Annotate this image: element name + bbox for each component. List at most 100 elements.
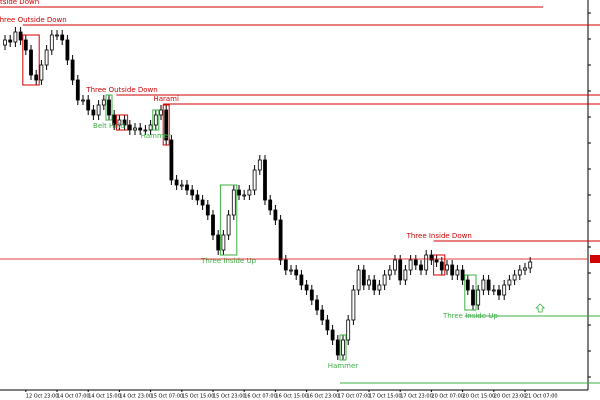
candle-body: [242, 194, 247, 197]
x-tick-label: 21 Oct 07:00: [525, 394, 558, 400]
pattern-box: [464, 274, 477, 311]
candle-body: [65, 39, 70, 61]
x-tick-label: 20 Oct 15:00: [463, 394, 496, 400]
candle-body: [216, 234, 221, 251]
candle-body: [179, 184, 184, 187]
candle-body: [450, 264, 455, 276]
pattern-box: [152, 109, 160, 131]
candle-body: [23, 39, 28, 51]
candle-body: [237, 189, 241, 196]
candle-body: [211, 214, 215, 236]
candle-body: [398, 259, 403, 281]
candle-body: [393, 259, 397, 271]
candle-body: [185, 184, 189, 191]
x-tick-label: 15 Oct 07:00: [151, 394, 184, 400]
candle-body: [507, 279, 512, 286]
pattern-label: tside Down: [0, 0, 39, 6]
pattern-box: [115, 114, 129, 131]
candle-body: [164, 109, 169, 141]
candle-body: [159, 109, 163, 116]
pattern-box: [339, 334, 347, 361]
pattern-label: Harami: [153, 95, 179, 103]
candle-body: [325, 319, 330, 331]
candle-body: [512, 274, 517, 281]
x-tick-label: 16 Oct 15:00: [275, 394, 308, 400]
candle-body: [195, 194, 200, 201]
pattern-box: [433, 254, 446, 276]
candle-body: [153, 114, 158, 126]
candle-body: [502, 284, 507, 296]
candle-body: [476, 289, 481, 306]
candle-body: [39, 64, 44, 81]
current-price-marker: [590, 255, 600, 263]
pattern-box: [105, 94, 113, 121]
candle-body: [486, 279, 491, 291]
candle-body: [3, 39, 7, 46]
candle-body: [351, 289, 356, 321]
candle-body: [138, 127, 143, 131]
candle-body: [107, 99, 111, 116]
x-tick-label: 20 Oct 07:00: [431, 394, 464, 400]
candle-body: [304, 284, 309, 291]
x-tick-label: 17 Oct 15:00: [369, 394, 402, 400]
pattern-label: Three Inside Up: [442, 312, 498, 320]
candle-body: [112, 114, 117, 126]
x-tick-label: 17 Oct 23:00: [400, 394, 433, 400]
candle-body: [523, 267, 527, 271]
candle-body: [528, 261, 533, 269]
candle-body: [408, 259, 413, 271]
x-tick-label: 15 Oct 15:00: [182, 394, 215, 400]
x-tick-label: 20 Oct 23:00: [494, 394, 527, 400]
x-tick-label: 14 Oct 07:00: [57, 394, 90, 400]
candle-body: [257, 159, 262, 171]
candle-body: [86, 99, 91, 111]
candle-body: [247, 189, 252, 196]
candle-body: [434, 259, 439, 263]
candle-body: [471, 289, 475, 306]
candle-body: [294, 269, 299, 276]
candle-body: [91, 109, 96, 116]
candle-body: [101, 99, 106, 106]
candle-body: [419, 264, 423, 271]
candle-body: [356, 269, 361, 291]
candle-body: [34, 74, 39, 81]
candle-body: [367, 279, 371, 286]
pattern-label: Three Inside Up: [200, 257, 256, 265]
candle-body: [273, 209, 278, 221]
candle-body: [346, 319, 351, 341]
pattern-label: Hammer: [328, 362, 358, 370]
candle-body: [497, 289, 501, 296]
candle-body: [424, 254, 429, 271]
x-tick-label: 14 Oct 15:00: [88, 394, 121, 400]
candle-body: [13, 31, 18, 43]
candle-body: [8, 39, 13, 43]
candle-body: [341, 339, 345, 356]
candle-body: [18, 31, 23, 41]
pattern-label: Three Inside Down: [406, 232, 472, 240]
candle-body: [387, 269, 392, 276]
candle-body: [44, 49, 49, 66]
candle-body: [96, 104, 101, 116]
pattern-box: [22, 34, 40, 86]
candle-body: [268, 199, 273, 211]
candle-body: [70, 59, 75, 81]
candle-body: [55, 34, 59, 37]
candle-body: [81, 99, 85, 102]
candle-body: [413, 259, 418, 266]
candle-body: [49, 34, 54, 51]
candle-body: [190, 189, 195, 196]
candle-body: [148, 124, 153, 131]
pattern-label: Three Outside Down: [0, 16, 67, 24]
pattern-label: Hammer: [141, 132, 171, 140]
candle-body: [377, 284, 382, 291]
candle-body: [403, 269, 408, 281]
candle-body: [226, 214, 231, 236]
candle-body: [289, 269, 293, 272]
candle-body: [133, 127, 137, 131]
candle-body: [309, 289, 314, 301]
pattern-label: Belt Hold: [93, 122, 125, 130]
candle-body: [445, 264, 449, 271]
candle-body: [231, 189, 236, 216]
